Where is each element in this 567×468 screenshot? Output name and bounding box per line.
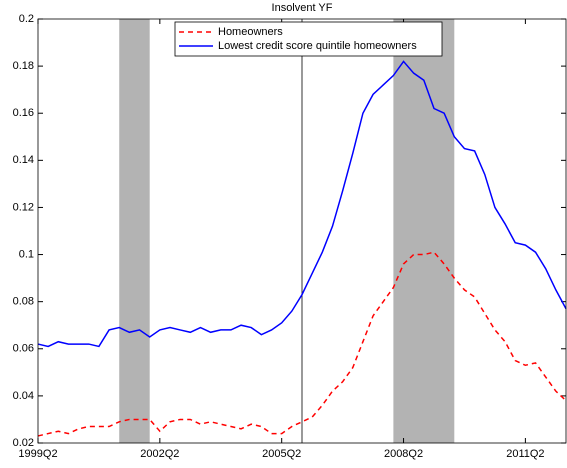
legend-label: Homeowners — [218, 26, 283, 38]
y-tick-label: 0.1 — [19, 248, 34, 260]
x-tick-label: 2005Q2 — [262, 448, 301, 460]
legend-label: Lowest credit score quintile homeowners — [218, 40, 417, 52]
y-tick-label: 0.12 — [13, 201, 34, 213]
y-tick-label: 0.18 — [13, 60, 34, 72]
chart-title: Insolvent YF — [272, 2, 333, 14]
line — [37, 60, 567, 348]
y-tick-label: 0.08 — [13, 296, 34, 308]
line — [37, 251, 567, 437]
plot-frame — [37, 18, 567, 444]
legend: Homeowners Lowest credit score quintile h… — [174, 21, 443, 57]
y-tick-label: 0.14 — [13, 154, 34, 166]
shaded-period — [393, 19, 455, 443]
x-tick-label: 2002Q2 — [140, 448, 179, 460]
y-tick-label: 0.16 — [13, 107, 34, 119]
y-tick-label: 0.02 — [13, 437, 34, 449]
x-tick-label: 2011Q2 — [506, 448, 544, 460]
y-tick-label: 0.2 — [19, 13, 34, 25]
shaded-period — [119, 19, 150, 443]
y-tick-label: 0.06 — [13, 343, 34, 355]
x-tick-label: 1999Q2 — [18, 448, 57, 460]
legend-box — [174, 21, 443, 57]
y-tick-label: 0.04 — [13, 390, 34, 402]
x-tick-label: 2008Q2 — [384, 448, 423, 460]
